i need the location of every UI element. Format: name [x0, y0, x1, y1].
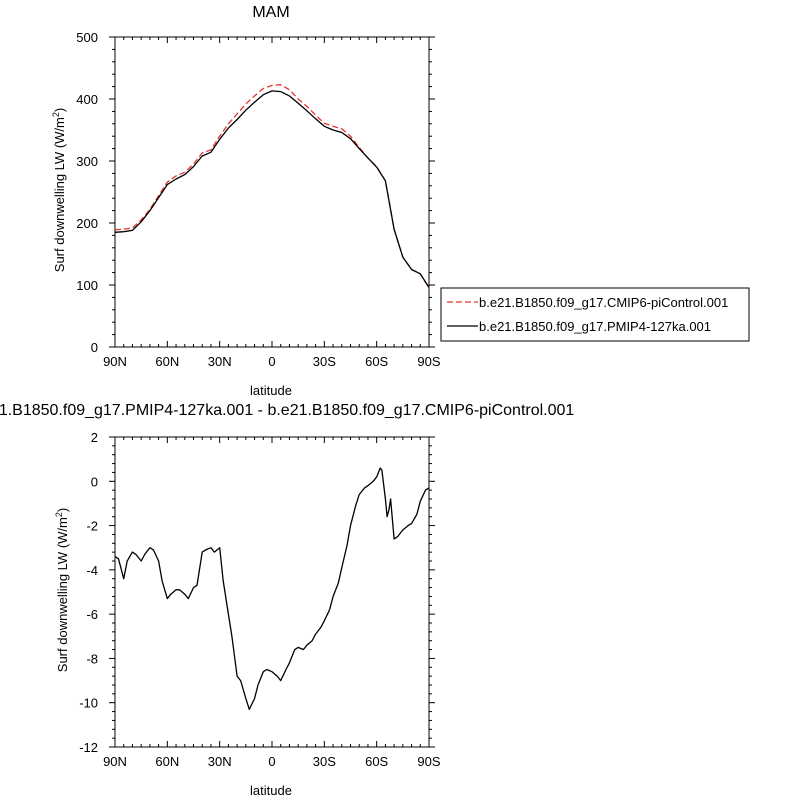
bottom-axis-ticks: 90N 60N 30N 0 30S 60S 90S -12 -10 -8 -6 -4 -2 0 2: [79, 430, 441, 769]
top-y-axis-label-close: ): [52, 108, 67, 112]
bottom-chart-title: b.e21.B1850.f09_g17.PMIP4-127ka.001 - b.…: [0, 402, 574, 419]
top-y-tick-label: 300: [76, 154, 98, 169]
top-series-line-1: [114, 90, 430, 288]
top-series-group: [114, 84, 430, 289]
top-y-tick-label: 100: [76, 278, 98, 293]
top-y-axis-label: Surf downwelling LW (W/m2): [51, 108, 67, 272]
bottom-x-axis-label: latitude: [250, 783, 292, 798]
top-x-tick-label: 0: [268, 354, 275, 369]
top-x-tick-label: 90N: [103, 354, 127, 369]
top-y-tick-label: 400: [76, 92, 98, 107]
bottom-y-axis-label-text: Surf downwelling LW (W/m: [55, 517, 70, 672]
bottom-x-tick-label: 30S: [313, 754, 336, 769]
top-x-tick-label: 30S: [313, 354, 336, 369]
bottom-series-group: [114, 467, 430, 711]
bottom-y-axis-label: Surf downwelling LW (W/m2): [54, 508, 70, 672]
top-y-tick-label: 0: [91, 340, 98, 355]
bottom-series-line-0: [114, 467, 430, 711]
top-x-tick-label: 30N: [208, 354, 232, 369]
top-y-axis-label-text: Surf downwelling LW (W/m: [52, 117, 67, 272]
bottom-x-tick-label: 90N: [103, 754, 127, 769]
bottom-y-tick-label: 2: [91, 430, 98, 445]
bottom-y-tick-label: -2: [86, 519, 98, 534]
top-y-tick-label: 200: [76, 216, 98, 231]
bottom-difference-chart: b.e21.B1850.f09_g17.PMIP4-127ka.001 - b.…: [0, 402, 574, 798]
legend-label-127ka: b.e21.B1850.f09_g17.PMIP4-127ka.001: [479, 319, 711, 334]
bottom-x-tick-label: 90S: [417, 754, 440, 769]
bottom-x-tick-label: 0: [268, 754, 275, 769]
legend-box: [440, 287, 750, 342]
top-line-chart: MAM 90N 60N 30N 0 30S 60S 90S0100200300400500 …: [51, 4, 441, 398]
bottom-y-tick-label: -12: [79, 740, 98, 755]
top-x-axis-label: latitude: [250, 383, 292, 398]
bottom-y-tick-label: -8: [86, 651, 98, 666]
legend: b.e21.B1850.f09_g17.CMIP6-piControl.001 …: [440, 287, 750, 342]
bottom-y-tick-label: -4: [86, 563, 98, 578]
bottom-y-tick-label: 0: [91, 474, 98, 489]
top-series-line-0: [114, 84, 430, 289]
top-y-axis-label-superscript: 2: [51, 112, 61, 117]
bottom-y-tick-label: -10: [79, 696, 98, 711]
bottom-x-tick-label: 30N: [208, 754, 232, 769]
top-axis-ticks: 90N 60N 30N 0 30S 60S 90S 0 100 200 300 400 500: [76, 30, 441, 369]
bottom-x-tick-label: 60S: [365, 754, 388, 769]
top-x-tick-label: 60S: [365, 354, 388, 369]
legend-label-picontrol: b.e21.B1850.f09_g17.CMIP6-piControl.001: [479, 295, 728, 310]
top-chart-title: MAM: [252, 4, 289, 21]
bottom-y-tick-label: -6: [86, 607, 98, 622]
top-x-tick-label: 90S: [417, 354, 440, 369]
bottom-plot-frame: [114, 436, 430, 748]
bottom-x-tick-label: 60N: [155, 754, 179, 769]
bottom-y-axis-label-superscript: 2: [54, 512, 64, 517]
top-x-tick-label: 60N: [155, 354, 179, 369]
top-y-tick-label: 500: [76, 30, 98, 45]
bottom-y-axis-label-close: ): [55, 508, 70, 512]
